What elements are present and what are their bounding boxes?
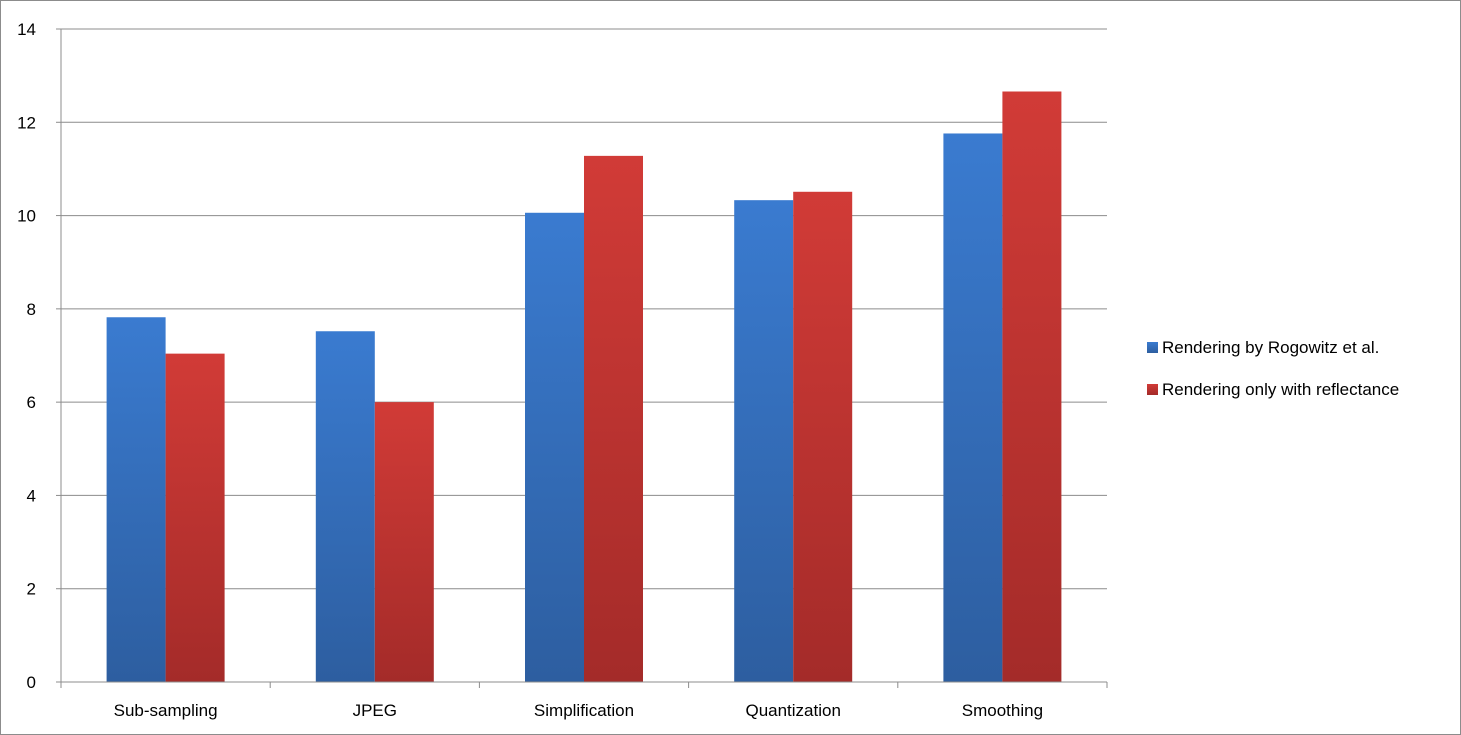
y-tick-label: 6	[27, 393, 36, 412]
x-tick-label: Quantization	[745, 701, 840, 720]
bar-rogowitz-smoothing	[943, 133, 1003, 683]
bars	[106, 91, 1062, 683]
x-tick-label: JPEG	[353, 701, 397, 720]
bar-reflectance-sub-sampling	[165, 353, 225, 682]
legend-swatch	[1147, 384, 1158, 395]
y-tick-label: 4	[27, 486, 36, 505]
y-tick-label: 0	[27, 673, 36, 692]
legend: Rendering by Rogowitz et al. Rendering on…	[1147, 338, 1399, 399]
legend-swatch	[1147, 342, 1158, 353]
bar-rogowitz-jpeg	[315, 331, 375, 682]
y-tick-label: 12	[17, 113, 36, 132]
y-tick-label: 14	[17, 20, 36, 39]
bar-reflectance-jpeg	[374, 402, 434, 682]
y-tick-label: 8	[27, 300, 36, 319]
bar-rogowitz-simplification	[525, 212, 584, 682]
bar-rogowitz-sub-sampling	[106, 317, 166, 682]
bar-reflectance-smoothing	[1002, 91, 1062, 683]
bar-reflectance-quantization	[793, 191, 853, 682]
legend-label: Rendering only with reflectance	[1162, 380, 1399, 399]
y-tick-label: 10	[17, 207, 36, 226]
x-axis: Sub-sampling JPEG Simplification Quantizati…	[60, 681, 1108, 720]
y-axis: 0 2 4 6 8 10 12 14	[17, 20, 62, 692]
bar-reflectance-simplification	[584, 155, 643, 682]
x-tick-label: Sub-sampling	[114, 701, 218, 720]
y-tick-label: 2	[27, 580, 36, 599]
x-tick-label: Simplification	[534, 701, 634, 720]
x-tick-label: Smoothing	[962, 701, 1043, 720]
bar-rogowitz-quantization	[734, 200, 794, 682]
legend-label: Rendering by Rogowitz et al.	[1162, 338, 1379, 357]
